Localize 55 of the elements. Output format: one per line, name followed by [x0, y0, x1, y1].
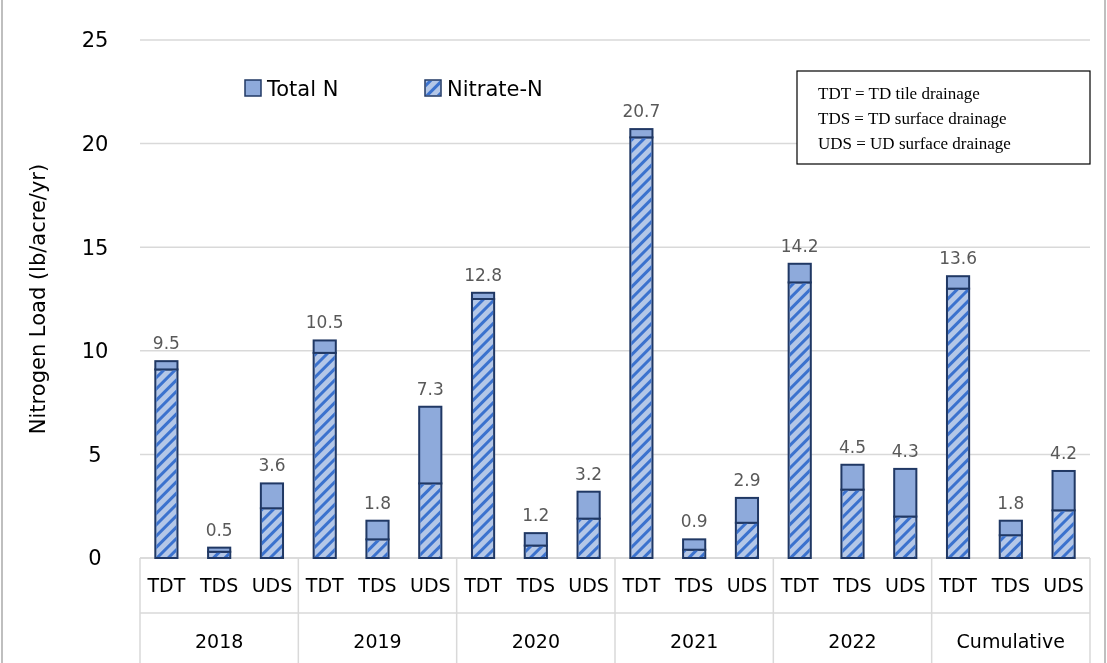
x-tick-label: UDS: [884, 574, 926, 596]
total-label: 14.2: [780, 235, 819, 256]
y-tick-label: 25: [81, 28, 109, 53]
x-tick-label: TDS: [832, 574, 872, 596]
annotation: TDS = TD surface drainage: [818, 109, 1007, 128]
total-label: 3.2: [575, 463, 603, 484]
x-tick-label: TDS: [357, 574, 397, 596]
x-tick-label: TDS: [990, 574, 1030, 596]
x-tick-label: UDS: [726, 574, 768, 596]
text: 2021: [669, 630, 719, 652]
x-tick-label: TDT: [304, 574, 345, 596]
total-label: 0.5: [205, 519, 233, 540]
text: 2018: [194, 630, 244, 652]
total-label: 13.6: [939, 248, 977, 269]
y-axis-title: Nitrogen Load (lb/acre/yr): [26, 163, 50, 435]
total-label: 7.3: [416, 378, 444, 399]
total-label: 2.9: [733, 469, 761, 490]
text: 2022: [828, 630, 877, 652]
x-tick-label: UDS: [568, 574, 609, 596]
text: 2019: [353, 630, 402, 652]
x-tick-label: TDT: [463, 574, 503, 596]
legend-label: Total N: [266, 77, 339, 101]
x-tick-label: UDS: [1043, 574, 1084, 596]
total-label: 4.5: [838, 436, 867, 457]
total-label: 1.8: [363, 492, 392, 513]
x-tick-label: UDS: [251, 574, 293, 596]
x-tick-label: TDT: [938, 574, 978, 596]
y-tick-label: 10: [81, 339, 109, 364]
total-label: 1.8: [997, 492, 1025, 513]
total-label: 3.6: [258, 455, 286, 476]
total-label: 10.5: [305, 312, 344, 333]
annotation: TDT = TD tile drainage: [818, 84, 980, 103]
annotation: UDS = UD surface drainage: [818, 134, 1011, 153]
x-tick-label: UDS: [409, 574, 451, 596]
total-label: 9.5: [152, 333, 180, 354]
total-label: 4.2: [1050, 442, 1078, 463]
y-tick-label: 20: [81, 131, 109, 156]
total-label: 1.2: [522, 505, 550, 526]
total-label: 0.9: [680, 511, 708, 532]
x-tick-label: TDS: [515, 574, 555, 596]
legend-label: Nitrate-N: [447, 77, 543, 101]
abbreviation-box: TDT = TD tile drainage TDS = TD surface drainage UDS = UD surface drainage: [796, 70, 1091, 165]
total-label: 4.3: [891, 440, 919, 461]
x-tick-label: TDT: [146, 574, 186, 596]
text: 2020: [511, 630, 561, 652]
x-tick-label: TDS: [674, 574, 714, 596]
total-label: 12.8: [464, 264, 502, 285]
x-tick-label: TDT: [621, 574, 661, 596]
x-tick-label: TDS: [199, 574, 239, 596]
y-tick-label: 15: [81, 235, 109, 260]
text: Cumulative: [956, 630, 1066, 652]
y-tick-label: 0: [88, 546, 102, 571]
x-tick-label: TDT: [779, 574, 820, 596]
y-tick-label: 5: [88, 442, 102, 467]
total-label: 20.7: [622, 101, 661, 122]
